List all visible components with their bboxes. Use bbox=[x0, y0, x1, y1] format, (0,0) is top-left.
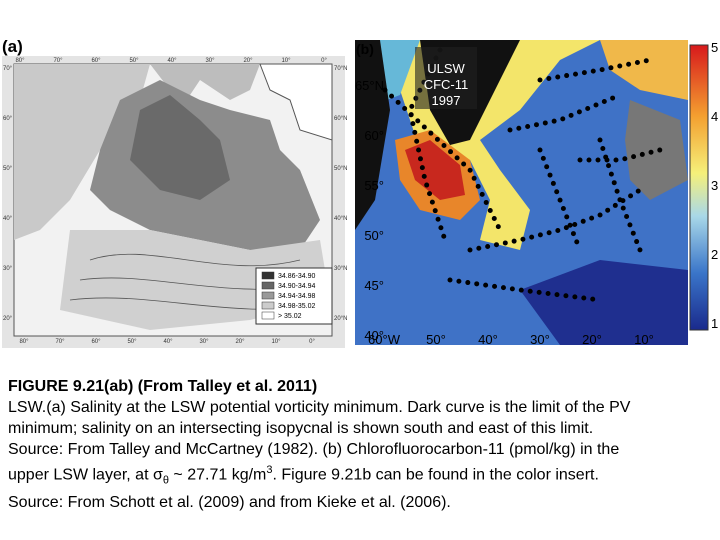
colorbar-label: 2 bbox=[711, 247, 718, 262]
lat-label: 60° bbox=[364, 128, 384, 143]
colorbar bbox=[689, 44, 709, 331]
text: ~ 27.71 kg/m bbox=[168, 466, 267, 484]
lon-label: 30° bbox=[530, 332, 550, 347]
panel-label: (a) bbox=[2, 37, 23, 56]
caption-line: upper LSW layer, at σθ ~ 27.71 kg/m3. Fi… bbox=[8, 460, 713, 492]
tick-label: 40° bbox=[3, 216, 13, 222]
legend-label: > 35.02 bbox=[278, 313, 302, 320]
axes: 65°N60°55°50°45°40°60°W 50° 40° 30° 20° 10°54… bbox=[355, 40, 718, 347]
tick-label: 40° bbox=[163, 339, 173, 345]
tick-label: 70° bbox=[3, 66, 13, 72]
caption-title: FIGURE 9.21(ab) (From Talley et al. 2011… bbox=[8, 378, 318, 395]
lon-label: 20° bbox=[582, 332, 602, 347]
panel-b-map bbox=[355, 40, 688, 345]
tick-label: 60° bbox=[3, 116, 13, 122]
lon-label: 40° bbox=[478, 332, 498, 347]
subscript: θ bbox=[162, 474, 169, 487]
tick-label: 30° bbox=[205, 58, 215, 64]
colorbar-label: 3 bbox=[711, 178, 718, 193]
tick-label: 50° bbox=[129, 58, 139, 64]
tick-label: 40°N bbox=[334, 216, 347, 222]
lon-label: 60°W bbox=[368, 332, 401, 347]
caption-line: LSW.(a) Salinity at the LSW potential vo… bbox=[8, 399, 631, 416]
tick-label: 50° bbox=[127, 339, 137, 345]
tick-label: 60°N bbox=[334, 116, 347, 122]
tick-label: 0° bbox=[309, 339, 315, 345]
panel-a-map bbox=[2, 56, 345, 348]
panel-label: (b) bbox=[356, 41, 374, 57]
tick-label: 20° bbox=[235, 339, 245, 345]
figure: (a) 34.86-34.9034.90-34.9434.94-34.9834.… bbox=[2, 37, 718, 348]
tick-label: 50° bbox=[3, 166, 13, 172]
tick-label: 30° bbox=[3, 266, 13, 272]
caption-line: Source: From Schott et al. (2009) and fr… bbox=[8, 493, 451, 511]
legend-swatch bbox=[261, 311, 275, 320]
tick-label: 60° bbox=[91, 58, 101, 64]
caption-line: Source: From Talley and McCartney (1982)… bbox=[8, 441, 620, 458]
tick-label: 30°N bbox=[334, 266, 347, 272]
tick-label: 20° bbox=[243, 58, 253, 64]
text: . Figure 9.21b can be found in the color… bbox=[272, 466, 599, 484]
lon-label: 50° bbox=[426, 332, 446, 347]
lon-label: 10° bbox=[634, 332, 654, 347]
tick-label: 0° bbox=[321, 58, 327, 64]
lat-label: 40° bbox=[364, 328, 384, 343]
legend-label: 34.98-35.02 bbox=[278, 303, 315, 310]
inset-text: CFC-11 bbox=[424, 77, 469, 92]
inset-text: ULSW bbox=[427, 61, 465, 76]
tick-label: 50°N bbox=[334, 166, 347, 172]
tick-label: 20° bbox=[3, 316, 13, 322]
lat-label: 45° bbox=[364, 278, 384, 293]
tick-label: 80° bbox=[15, 58, 25, 64]
tick-label: 40° bbox=[167, 58, 177, 64]
superscript: 3 bbox=[266, 464, 273, 476]
tick-label: 10° bbox=[281, 58, 291, 64]
tick-label: 80° bbox=[19, 339, 29, 345]
legend: 34.86-34.90 34.90-34.94 34.94-34.98 34.98-3… bbox=[255, 267, 333, 325]
tick-label: 30° bbox=[199, 339, 209, 345]
colorbar-label: 1 bbox=[711, 316, 718, 331]
colorbar-label: 5 bbox=[711, 40, 718, 55]
legend-label: 34.94-34.98 bbox=[278, 293, 315, 300]
lat-label: 55° bbox=[364, 178, 384, 193]
tick-label: 70° bbox=[55, 339, 65, 345]
legend-swatch bbox=[261, 291, 275, 300]
tick-label: 20°N bbox=[334, 316, 347, 322]
legend-label: 34.90-34.94 bbox=[278, 283, 315, 290]
tick-label: 60° bbox=[91, 339, 101, 345]
caption-line: minimum; salinity on an intersecting iso… bbox=[8, 420, 594, 437]
lat-label: 50° bbox=[364, 228, 384, 243]
colorbar-label: 4 bbox=[711, 109, 718, 124]
tick-label: 10° bbox=[271, 339, 281, 345]
text: upper LSW layer, at σ bbox=[8, 466, 163, 484]
legend-swatch bbox=[261, 301, 275, 310]
lat-label: 65°N bbox=[355, 78, 384, 93]
inset-text: 1997 bbox=[432, 93, 461, 108]
legend-label: 34.86-34.90 bbox=[278, 273, 315, 280]
tick-label: 70°N bbox=[334, 66, 347, 72]
tick-label: 70° bbox=[53, 58, 63, 64]
caption: FIGURE 9.21(ab) (From Talley et al. 2011… bbox=[8, 376, 713, 513]
legend-swatch bbox=[261, 281, 275, 290]
legend-swatch bbox=[261, 271, 275, 280]
